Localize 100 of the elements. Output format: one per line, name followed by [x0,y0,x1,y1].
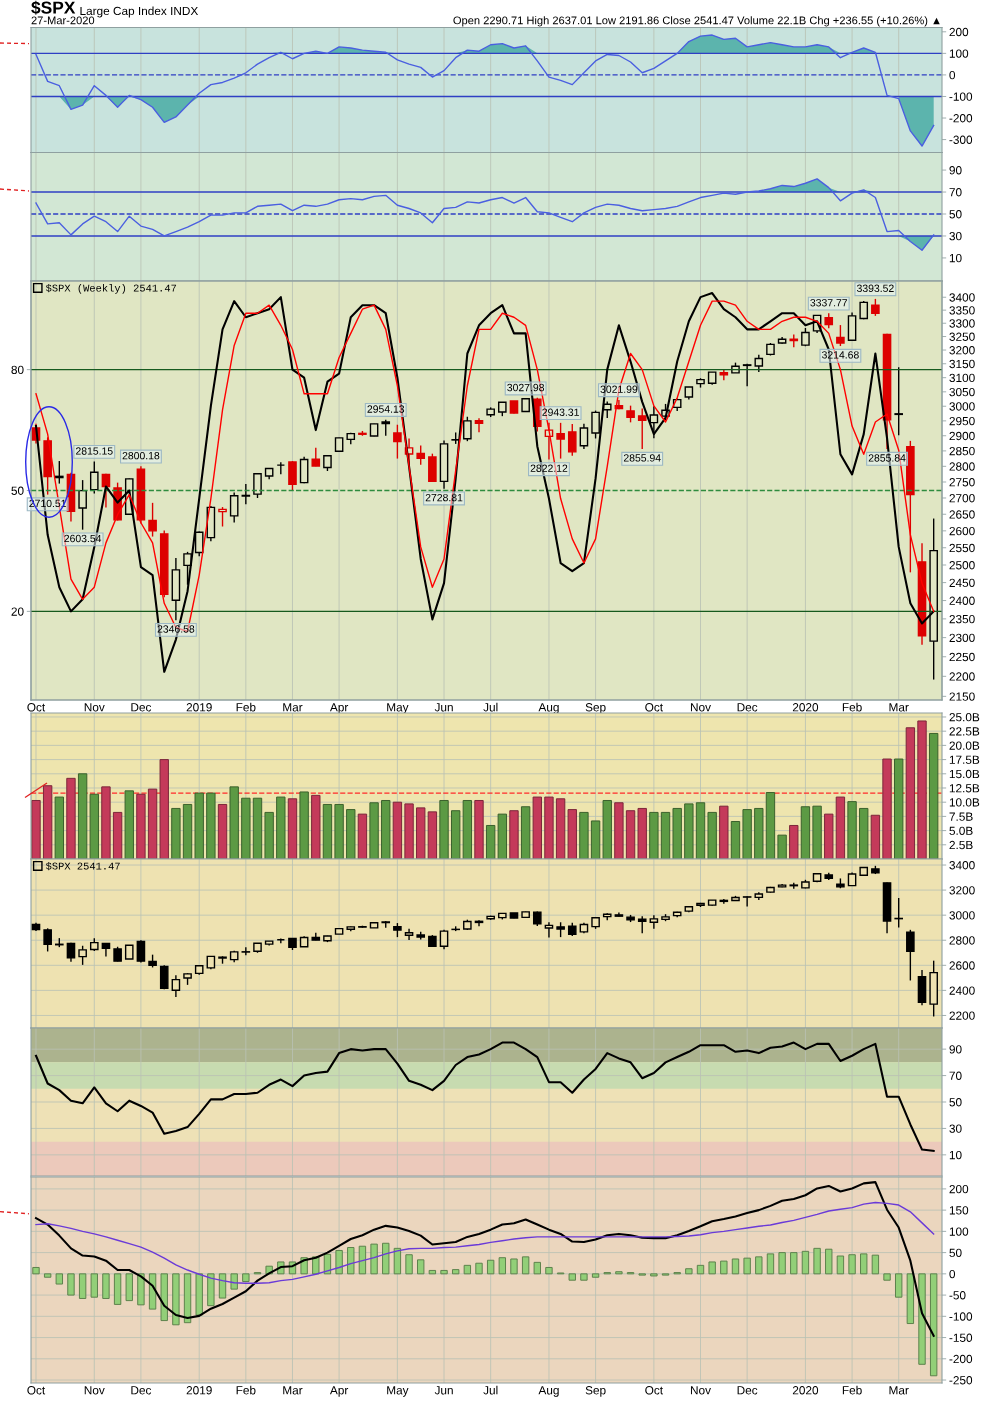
bar [824,813,834,859]
bar [859,807,869,859]
bar [848,1254,856,1275]
candlestick [579,423,589,450]
y-tick-label: 10 [949,253,962,263]
bar [591,1273,600,1278]
bar [207,1273,215,1307]
y-tick-label: 2600 [949,526,975,536]
bar [287,798,298,859]
x-tick-label: Jul [483,1385,498,1395]
candlestick [894,366,904,436]
y-tick-label: 0 [949,1269,956,1279]
candlestick [148,502,157,538]
bar [568,1273,576,1281]
y-tick-label: 50 [949,210,962,219]
y-tick-label: 90 [949,166,962,175]
bar [696,1264,705,1275]
candlestick [556,422,565,460]
bar [417,1259,425,1275]
legend-label: $SPX 2541.47 [45,862,120,871]
bar [43,1273,52,1278]
y2-tick-label: 80 [11,365,24,375]
bar [730,821,741,859]
bar [602,800,612,859]
y-tick-label: 2150 [949,692,975,701]
bar [731,1258,740,1275]
annotation: 3337.77 [810,299,848,307]
bar [895,1273,903,1298]
x-tick-label: Jun [434,1386,453,1395]
bar [183,1273,192,1324]
bar [124,790,134,859]
x-tick-label: 2019 [186,703,212,712]
y-tick-label: 50 [949,1248,962,1257]
bar [242,1273,250,1282]
bar [871,1254,880,1275]
y-tick-label: 2700 [949,494,975,503]
y-tick-label: 25.0B [949,713,980,722]
x-tick-label: Mar [283,1386,303,1395]
x-tick-label: Sep [585,1386,606,1397]
bar [719,805,729,859]
x-tick-label: May [387,1386,409,1397]
bar [825,1248,833,1275]
candlestick [218,506,227,528]
y-tick-label: 2850 [949,446,975,456]
chart-subtitle: Large Cap Index INDX [80,6,199,18]
y-tick-label: 20.0B [949,741,980,750]
bar [520,806,531,859]
y-tick-label: -50 [949,1291,966,1300]
bar [708,1261,716,1275]
bar [928,732,939,859]
y-tick-label: 3350 [949,306,975,315]
bar [650,1273,658,1277]
x-tick-label: Oct [27,1386,46,1395]
bar [685,1268,693,1275]
candlestick [159,964,169,990]
y-tick-label: 3300 [949,319,975,328]
bar [90,1273,98,1298]
bar [521,1256,530,1275]
candlestick [649,914,659,930]
candlestick [649,405,659,439]
y-tick-label: -300 [949,135,973,144]
x-tick-label: Nov [84,1386,105,1395]
x-tick-label: Feb [236,702,256,712]
x-tick-label: Apr [329,703,349,714]
bar [55,1273,64,1285]
candlestick [393,424,402,460]
bar [451,1269,460,1275]
bar [625,810,636,859]
bar [125,1273,133,1302]
bar [777,834,787,859]
candlestick [78,479,87,531]
candlestick [288,460,297,492]
bar [89,793,99,859]
candlestick [742,895,752,908]
bar [894,758,904,859]
bar [614,802,624,859]
y-tick-label: 3050 [949,387,975,397]
y-tick-label: 30 [949,232,962,241]
y-tick-label: 2450 [949,578,975,587]
bar [334,803,344,859]
bar [590,820,601,859]
bar [475,1262,483,1275]
x-tick-label: Jul [483,702,498,712]
line-series [34,1181,935,1337]
bar [766,1253,775,1275]
bar [171,807,181,859]
bar [790,1252,798,1275]
bar [695,802,706,859]
bar [533,1261,541,1275]
y-tick-label: 5.0B [949,826,973,835]
bar [241,797,251,859]
y-tick-label: 70 [949,1071,962,1080]
y-tick-label: 2350 [949,614,975,624]
bar [404,803,414,859]
line-series [35,178,935,251]
bar [137,1273,145,1306]
bar [206,792,216,859]
bar [77,773,88,859]
bar [32,1266,40,1275]
bar [742,809,752,859]
